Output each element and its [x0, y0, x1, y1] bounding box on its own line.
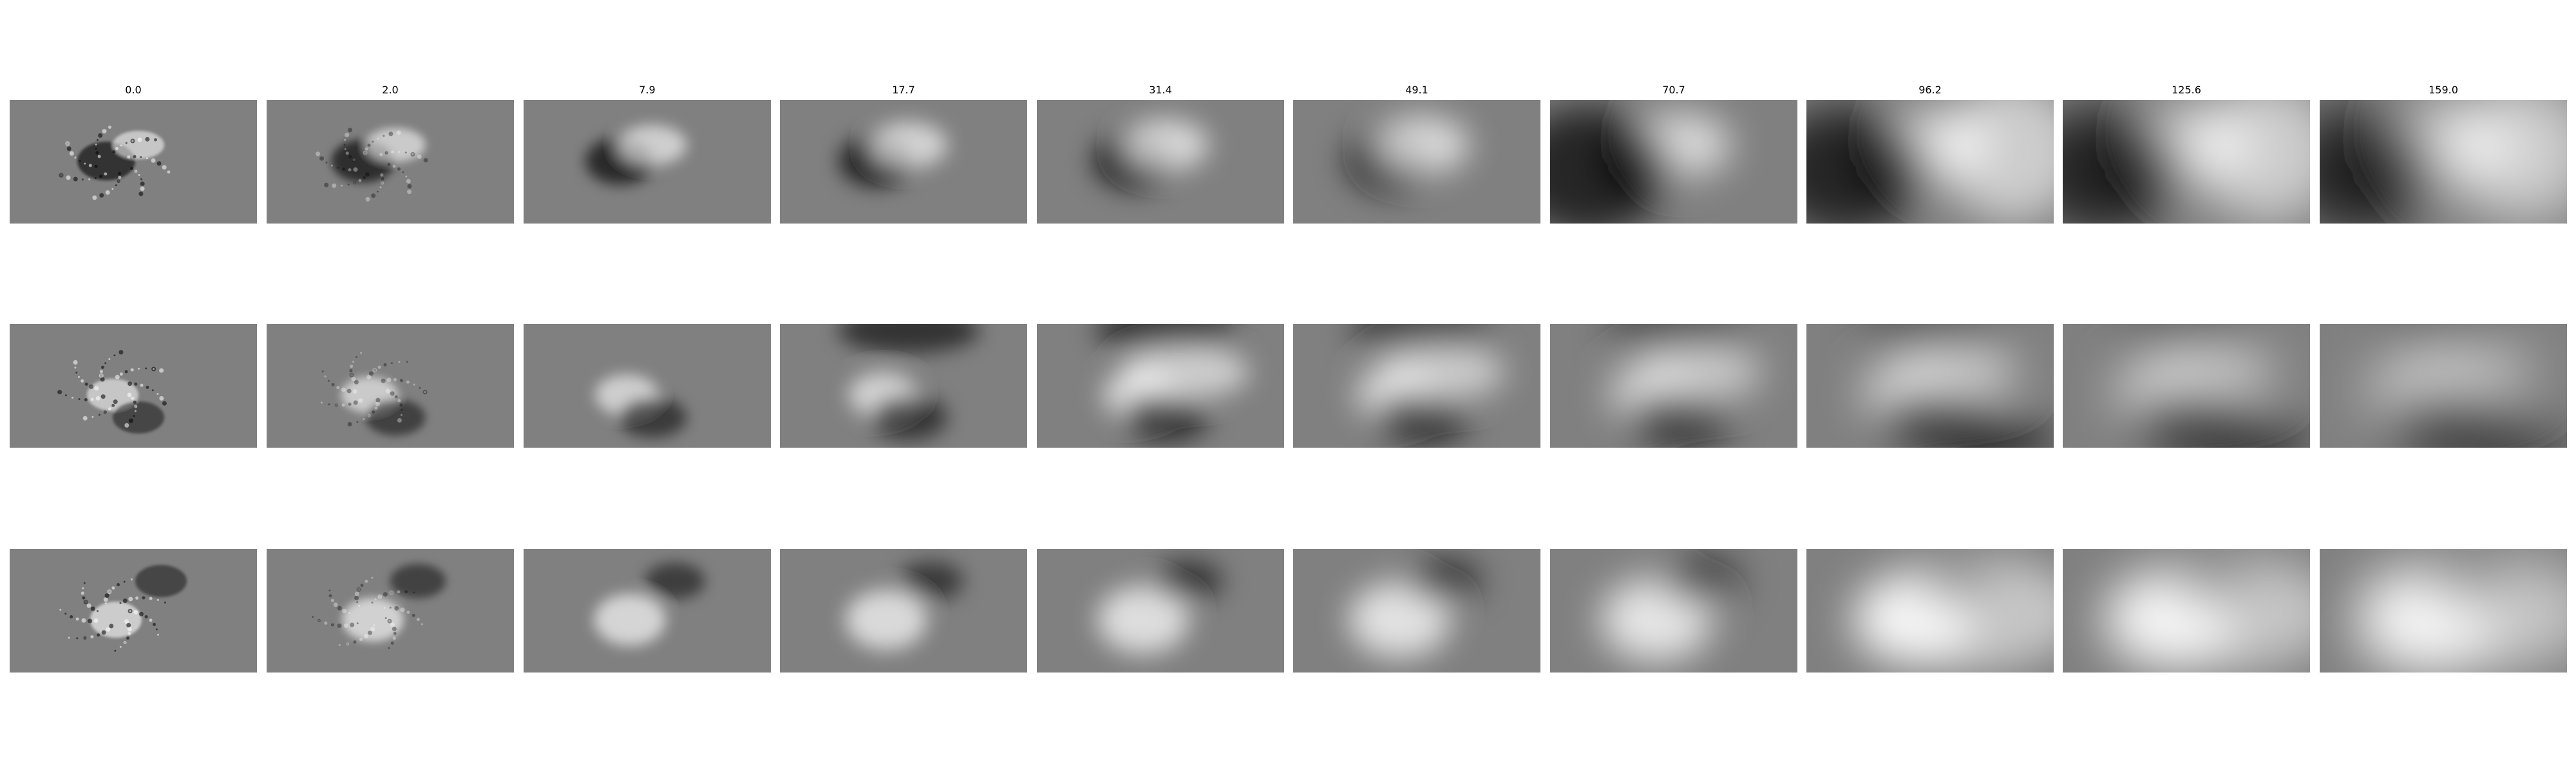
image-panel-r3-c4: [780, 549, 1027, 673]
image-panel-r2-c6: [1293, 324, 1540, 448]
column-title-9: 159.0: [2429, 84, 2458, 96]
image-panel-r1-c8: [1806, 100, 2054, 224]
image-panel-r3-c5: [1037, 549, 1284, 673]
column-title-2: 7.9: [639, 84, 656, 96]
image-panel-r3-c7: [1550, 549, 1797, 673]
image-panel-r3-c2: [267, 549, 514, 673]
image-panel-r3-c6: [1293, 549, 1540, 673]
image-panel-r2-c7: [1550, 324, 1797, 448]
image-panel-r1-c7: [1550, 100, 1797, 224]
image-panel-r3-c9: [2063, 549, 2310, 673]
image-panel-r3-c10: [2320, 549, 2567, 673]
image-panel-r2-c9: [2063, 324, 2310, 448]
image-panel-r1-c3: [524, 100, 771, 224]
image-panel-r2-c8: [1806, 324, 2054, 448]
image-panel-r1-c9: [2063, 100, 2310, 224]
image-panel-r2-c2: [267, 324, 514, 448]
image-panel-r1-c5: [1037, 100, 1284, 224]
column-title-4: 31.4: [1149, 84, 1172, 96]
image-panel-r2-c10: [2320, 324, 2567, 448]
column-title-0: 0.0: [125, 84, 142, 96]
image-panel-r2-c3: [524, 324, 771, 448]
image-panel-r2-c1: [10, 324, 257, 448]
image-panel-r1-c1: [10, 100, 257, 224]
image-panel-r1-c4: [780, 100, 1027, 224]
column-title-6: 70.7: [1662, 84, 1685, 96]
image-panel-r2-c4: [780, 324, 1027, 448]
column-title-8: 125.6: [2172, 84, 2201, 96]
image-panel-r1-c10: [2320, 100, 2567, 224]
column-title-7: 96.2: [1918, 84, 1942, 96]
column-title-3: 17.7: [892, 84, 915, 96]
column-title-1: 2.0: [382, 84, 399, 96]
image-panel-r1-c2: [267, 100, 514, 224]
image-panel-r3-c8: [1806, 549, 2054, 673]
image-panel-r3-c1: [10, 549, 257, 673]
column-title-5: 49.1: [1405, 84, 1428, 96]
image-panel-r2-c5: [1037, 324, 1284, 448]
image-panel-r3-c3: [524, 549, 771, 673]
image-panel-r1-c6: [1293, 100, 1540, 224]
